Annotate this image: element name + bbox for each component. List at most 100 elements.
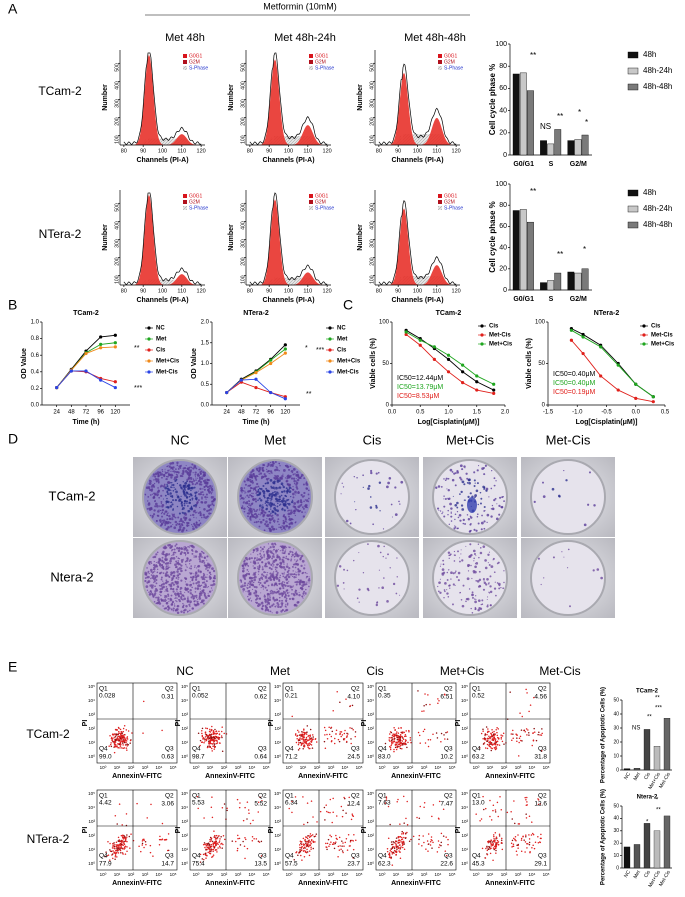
colony	[247, 582, 250, 585]
colony	[156, 478, 160, 481]
quadrant-value: 77.9	[99, 861, 112, 868]
colony	[272, 572, 274, 575]
colony	[292, 492, 295, 496]
event-dot	[215, 834, 218, 837]
event-dot	[443, 734, 445, 736]
colony	[372, 523, 375, 526]
colony	[176, 568, 180, 571]
event-dot	[310, 744, 313, 746]
event-dot	[484, 733, 486, 736]
colony	[244, 483, 247, 486]
legend-swatch	[627, 51, 639, 59]
event-dot	[116, 847, 118, 849]
colony	[196, 501, 199, 504]
colony	[207, 594, 210, 597]
colony	[496, 582, 499, 584]
colony	[270, 525, 274, 529]
colony	[269, 461, 272, 464]
colony	[454, 518, 456, 521]
colony	[180, 596, 182, 598]
event-dot	[244, 836, 246, 839]
colony	[377, 544, 380, 548]
y-tick-label: 100	[495, 41, 507, 48]
event-dot	[141, 844, 144, 846]
event-dot	[109, 849, 111, 851]
colony	[161, 515, 164, 518]
colony	[381, 586, 384, 589]
event-dot	[204, 736, 207, 738]
y-axis-label: PI	[82, 827, 89, 834]
colony	[285, 546, 287, 549]
colony	[175, 588, 178, 591]
colony	[294, 473, 296, 475]
legend-marker	[642, 342, 646, 346]
colony	[303, 567, 306, 570]
colony	[202, 474, 206, 478]
legend-label: Cis	[156, 348, 166, 354]
colony	[293, 575, 296, 579]
colony	[187, 590, 190, 593]
colony	[257, 581, 260, 584]
event-dot	[526, 734, 528, 736]
colony	[542, 481, 544, 484]
colony	[260, 487, 263, 491]
colony	[261, 585, 265, 588]
colony	[250, 557, 253, 560]
colony	[295, 478, 297, 480]
colony	[165, 478, 168, 481]
event-dot	[124, 847, 126, 849]
colony	[296, 572, 298, 574]
event-dot	[305, 733, 308, 735]
y-tick-label: 0	[616, 767, 619, 773]
colony	[305, 577, 307, 579]
x-tick-label: 72	[83, 410, 90, 416]
colony	[248, 504, 250, 506]
colony	[168, 600, 170, 603]
colony	[281, 528, 283, 531]
colony	[488, 591, 490, 593]
x-tick-label: 10⁰	[100, 765, 107, 770]
colony	[248, 502, 250, 505]
y-tick-label: 200	[114, 117, 120, 126]
colony	[209, 590, 211, 593]
event-dot	[202, 843, 205, 846]
colony	[170, 556, 174, 560]
colony	[156, 568, 159, 571]
event-dot	[490, 733, 492, 735]
colony	[154, 570, 156, 572]
colony	[300, 564, 303, 568]
event-dot	[330, 735, 333, 738]
colony	[182, 602, 184, 605]
colony	[241, 506, 243, 509]
event-dot	[205, 849, 207, 851]
event-dot	[204, 740, 206, 742]
colony	[268, 547, 270, 550]
data-point	[55, 385, 59, 390]
quadrant-value: 0.63	[161, 754, 174, 761]
colony	[266, 607, 268, 609]
event-dot	[126, 743, 129, 745]
colony	[242, 585, 244, 588]
colony	[290, 522, 294, 525]
event-dot	[214, 743, 216, 745]
colony	[295, 574, 298, 576]
colony	[149, 590, 152, 593]
colony	[379, 510, 381, 512]
colony	[281, 572, 283, 574]
colony	[489, 585, 492, 588]
colony	[187, 610, 189, 613]
legend-label: G0G1	[189, 193, 203, 199]
x-tick-label: -1.5	[543, 410, 554, 416]
colony	[164, 486, 168, 490]
event-dot	[348, 845, 351, 847]
event-dot	[220, 843, 222, 845]
event-dot	[355, 839, 357, 841]
colony	[284, 528, 286, 531]
event-dot	[533, 731, 536, 733]
event-dot	[114, 736, 117, 738]
colony	[170, 468, 172, 470]
colony	[200, 483, 203, 486]
colony	[267, 584, 270, 587]
x-tick-label: 10⁰	[100, 872, 107, 877]
colony	[147, 503, 151, 506]
